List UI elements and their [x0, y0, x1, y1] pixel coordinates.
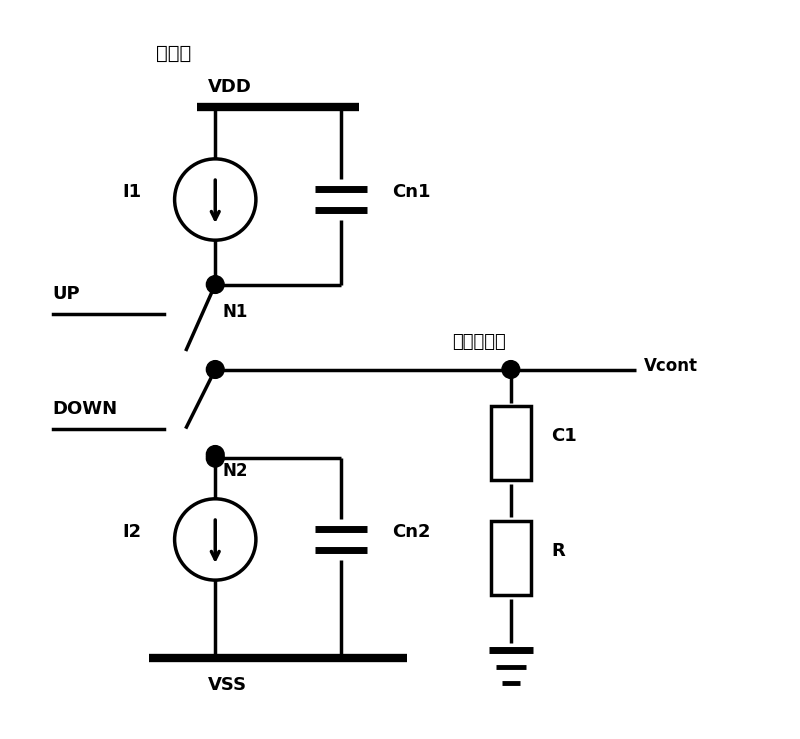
- Circle shape: [502, 361, 520, 378]
- Circle shape: [206, 276, 224, 293]
- Text: DOWN: DOWN: [53, 400, 118, 418]
- Circle shape: [206, 446, 224, 463]
- Text: R: R: [551, 542, 566, 559]
- Text: VSS: VSS: [208, 676, 247, 694]
- Text: C1: C1: [551, 427, 578, 445]
- Text: Cn1: Cn1: [393, 183, 431, 201]
- Text: UP: UP: [53, 285, 80, 303]
- Text: N2: N2: [222, 462, 248, 480]
- Circle shape: [206, 449, 224, 467]
- Bar: [490, 521, 531, 595]
- Text: I1: I1: [122, 183, 142, 201]
- Text: Cn2: Cn2: [393, 523, 431, 541]
- Text: Vcont: Vcont: [644, 357, 698, 375]
- Text: VDD: VDD: [208, 78, 252, 95]
- Text: 电荷泵: 电荷泵: [156, 44, 191, 63]
- Text: 环路滤波器: 环路滤波器: [452, 333, 506, 351]
- Text: N1: N1: [222, 303, 248, 321]
- Circle shape: [206, 361, 224, 378]
- Text: I2: I2: [122, 523, 142, 541]
- Bar: [490, 406, 531, 480]
